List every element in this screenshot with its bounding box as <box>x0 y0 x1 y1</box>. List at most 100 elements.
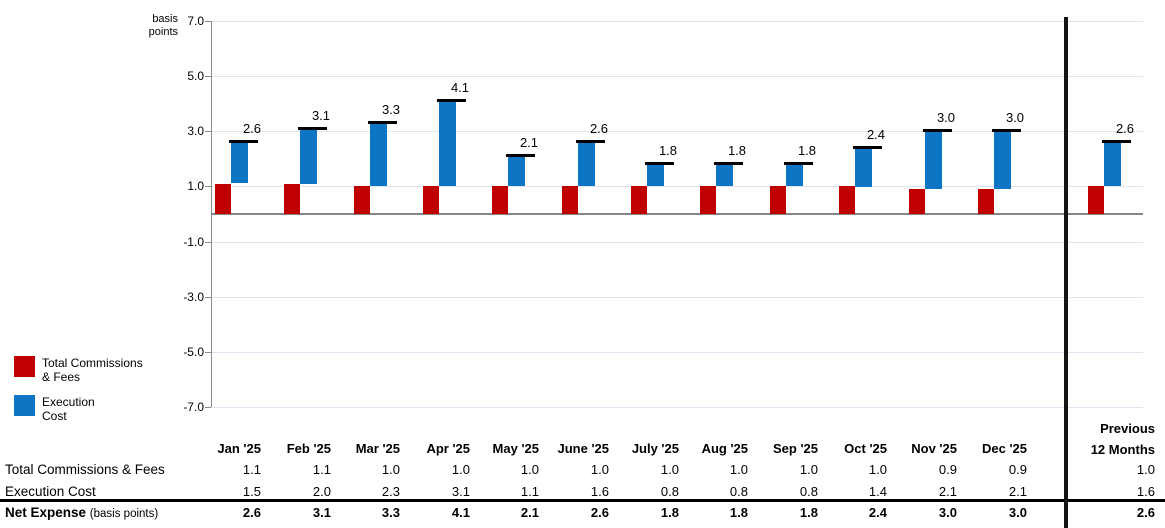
red-bar-total-commissions-fees <box>700 186 716 214</box>
y-axis-tick-label: 3.0 <box>187 124 204 138</box>
table-cell: 2.1 <box>520 505 539 520</box>
net-expense-data-label: 4.1 <box>450 80 470 95</box>
table-cell: 1.0 <box>868 462 887 477</box>
table-cell: 3.3 <box>381 505 400 520</box>
legend-label-line: Total Commissions <box>42 356 143 370</box>
y-axis-tick-label: 5.0 <box>187 69 204 83</box>
y-axis-tick-mark <box>205 186 211 187</box>
blue-bar-execution-cost <box>578 142 595 186</box>
red-bar-total-commissions-fees <box>423 186 439 214</box>
table-total-separator-line <box>0 499 1165 502</box>
table-cell: 1.1 <box>520 484 539 499</box>
net-expense-data-label: 2.4 <box>866 127 886 142</box>
net-expense-label-main: Net Expense <box>5 505 90 520</box>
net-expense-marker <box>368 121 397 124</box>
red-bar-total-commissions-fees <box>1088 186 1104 214</box>
y-axis-tick-mark <box>205 242 211 243</box>
net-expense-data-label: 2.6 <box>242 121 262 136</box>
net-expense-marker <box>853 146 882 149</box>
blue-bar-execution-cost <box>231 142 248 183</box>
table-cell: 1.1 <box>242 462 261 477</box>
net-expense-marker <box>576 140 605 143</box>
table-cell: 2.6 <box>242 505 261 520</box>
table-cell: 2.1 <box>1008 484 1027 499</box>
table-cell: 2.3 <box>381 484 400 499</box>
y-axis-tick-label: -3.0 <box>183 290 204 304</box>
table-cell: 1.0 <box>520 462 539 477</box>
net-expense-marker <box>298 127 327 130</box>
table-cell: 1.0 <box>451 462 470 477</box>
table-col-header: Aug '25 <box>701 441 748 456</box>
table-cell-previous: 2.6 <box>1136 505 1155 520</box>
y-axis-tick-label: -7.0 <box>183 400 204 414</box>
net-expense-data-label: 3.0 <box>936 110 956 125</box>
table-col-header: Jan '25 <box>217 441 261 456</box>
red-bar-total-commissions-fees <box>562 186 578 214</box>
table-row-label: Net Expense (basis points) <box>5 505 158 522</box>
table-cell: 1.0 <box>729 462 748 477</box>
red-bar-total-commissions-fees <box>215 184 231 214</box>
blue-bar-execution-cost <box>994 131 1011 189</box>
net-expense-label-suffix: (basis points) <box>89 508 159 520</box>
table-row-label: Execution Cost <box>5 484 96 499</box>
table-col-header: May '25 <box>492 441 539 456</box>
legend-swatch-red <box>14 356 35 377</box>
table-col-header-previous-12-months: Previous 12 Months <box>1025 418 1155 460</box>
table-cell: 2.6 <box>590 505 609 520</box>
blue-bar-execution-cost <box>508 156 525 186</box>
red-bar-total-commissions-fees <box>978 189 994 214</box>
y-axis-tick-label: -5.0 <box>183 345 204 359</box>
legend-label: Total Commissions & Fees <box>42 356 143 384</box>
table-cell: 3.1 <box>451 484 470 499</box>
legend-label-line: & Fees <box>42 369 81 384</box>
blue-bar-execution-cost <box>786 164 803 186</box>
net-expense-marker <box>437 99 466 102</box>
net-expense-marker <box>1102 140 1131 143</box>
legend-item-execution-cost: Execution Cost <box>14 395 95 423</box>
red-bar-total-commissions-fees <box>839 186 855 214</box>
legend-label-line: Cost <box>42 408 67 423</box>
y-axis-tick-mark <box>205 21 211 22</box>
table-col-header: Oct '25 <box>844 441 887 456</box>
table-cell: 1.8 <box>799 505 818 520</box>
net-expense-data-label: 3.0 <box>1005 110 1025 125</box>
table-cell-previous: 1.0 <box>1136 462 1155 477</box>
table-col-header: Dec '25 <box>981 441 1027 456</box>
table-cell: 1.0 <box>660 462 679 477</box>
table-cell: 1.0 <box>799 462 818 477</box>
blue-bar-execution-cost <box>1104 142 1121 186</box>
legend-item-total-commissions-fees: Total Commissions & Fees <box>14 356 143 384</box>
net-expense-data-label: 2.6 <box>1115 121 1135 136</box>
table-cell: 3.0 <box>938 505 957 520</box>
table-cell: 0.9 <box>1008 462 1027 477</box>
net-expense-marker <box>784 162 813 165</box>
blue-bar-execution-cost <box>300 129 317 184</box>
blue-bar-execution-cost <box>855 148 872 187</box>
y-axis-tick-label: 1.0 <box>187 179 204 193</box>
table-cell: 4.1 <box>451 505 470 520</box>
net-expense-data-label: 2.6 <box>589 121 609 136</box>
table-cell: 1.8 <box>729 505 748 520</box>
table-cell: 1.6 <box>590 484 609 499</box>
y-axis-tick-mark <box>205 407 211 408</box>
y-axis-tick-mark <box>205 297 211 298</box>
red-bar-total-commissions-fees <box>354 186 370 214</box>
table-cell: 0.8 <box>660 484 679 499</box>
net-expense-data-label: 1.8 <box>797 143 817 158</box>
table-col-header: July '25 <box>631 441 679 456</box>
table-cell: 1.0 <box>381 462 400 477</box>
y-axis-title-line-2: points <box>148 26 178 38</box>
net-expense-data-label: 2.1 <box>519 135 539 150</box>
table-cell: 2.0 <box>312 484 331 499</box>
y-axis-tick-label: -1.0 <box>183 235 204 249</box>
legend-swatch-blue <box>14 395 35 416</box>
blue-bar-execution-cost <box>925 131 942 189</box>
gridline <box>211 186 1143 187</box>
table-col-header: Sep '25 <box>772 441 818 456</box>
net-expense-data-label: 3.3 <box>381 102 401 117</box>
x-axis-zero-line <box>211 213 1143 215</box>
net-expense-data-label: 3.1 <box>311 108 331 123</box>
table-cell: 2.1 <box>938 484 957 499</box>
net-expense-data-label: 1.8 <box>727 143 747 158</box>
prev-header-line-2: 12 Months <box>1090 442 1155 457</box>
